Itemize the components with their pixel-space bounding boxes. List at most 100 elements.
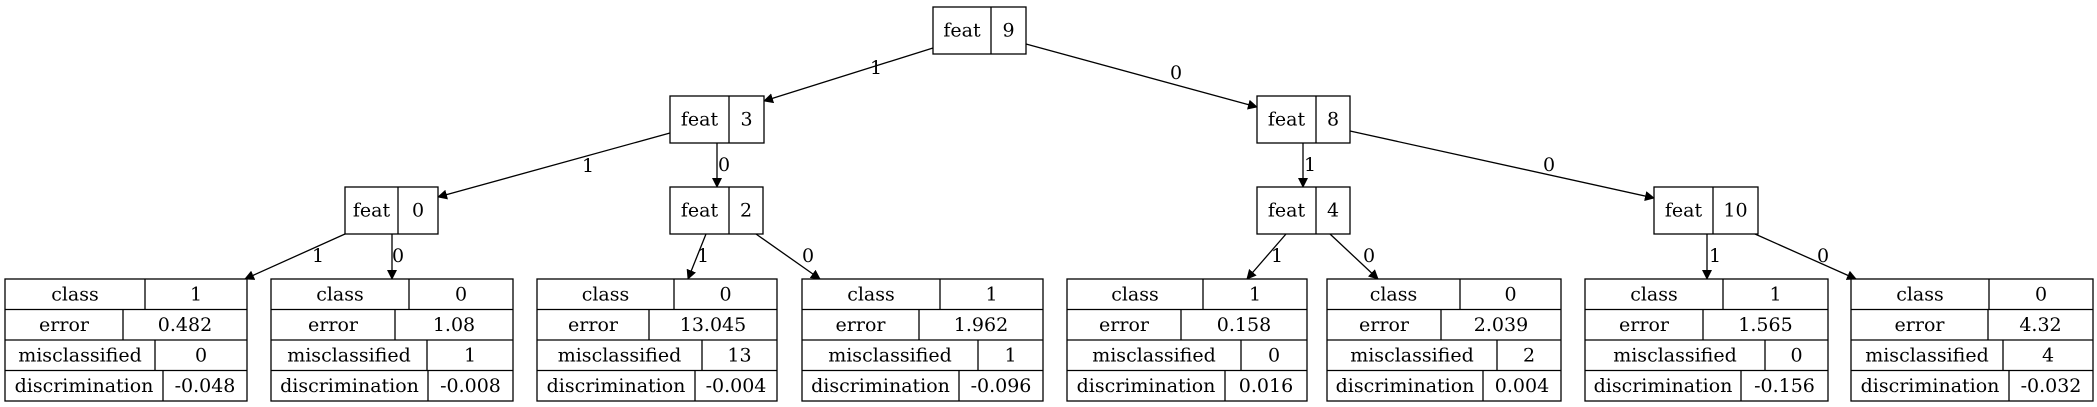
leaf-row-label: class [316,283,364,305]
leaf-class-value: 0 [719,283,731,305]
leaf-misclassified-value: 2 [1523,344,1535,366]
leaf-row-label: discrimination [1594,375,1733,397]
leaf-error-value: 1.08 [433,314,475,336]
leaf-discrimination-value: -0.048 [175,375,236,397]
node-label: feat [353,200,391,222]
node-box [932,6,1027,55]
edge-label: 0 [802,245,814,267]
edge-n9-n8: 0 [1025,43,1258,110]
edge-label: 0 [1363,245,1375,267]
leaf-node-L3: class 0 error 13.045 misclassified 13 discrimi… [536,278,778,402]
leaf-row-label: misclassified [558,344,682,366]
leaf-row-label: misclassified [287,344,411,366]
edge-n0-L2: 0 [387,234,404,280]
edge-line [1246,233,1287,280]
edge-line [1349,130,1655,201]
leaf-discrimination-value: -0.004 [706,375,767,397]
node-box [344,186,439,235]
leaf-row-label: discrimination [1861,375,2000,397]
edge-line [686,233,707,280]
node-label: feat [1268,109,1306,131]
edge-n4-L6: 0 [1329,233,1379,280]
tree-node-n3: feat 3 [669,95,765,144]
leaf-misclassified-value: 1 [1004,344,1016,366]
edge-label: 1 [312,245,324,267]
node-value: 0 [412,200,424,222]
edge-n0-L1: 1 [244,233,346,280]
edge-line [437,132,671,200]
edge-n3-n0: 1 [437,132,671,200]
node-box [1653,186,1759,235]
leaf-row-label: class [1896,283,1944,305]
edge-line [1025,43,1258,110]
leaf-error-value: 0.482 [158,314,212,336]
leaf-node-L8: class 0 error 4.32 misclassified 4 discriminat… [1850,278,2094,402]
node-value: 4 [1327,200,1339,222]
edge-line [1329,233,1379,280]
edge-n8-n4: 1 [1298,143,1316,188]
edge-line [1754,233,1857,280]
edge-n2-L3: 1 [686,233,709,280]
leaf-row-label: misclassified [828,344,952,366]
edge-label: 1 [1271,245,1283,267]
leaf-row-label: misclassified [1350,344,1474,366]
leaf-row-label: error [836,314,887,336]
edge-label: 1 [1304,154,1316,176]
node-label: feat [1268,200,1306,222]
node-value: 8 [1327,109,1339,131]
node-box [669,186,764,235]
leaf-class-value: 1 [190,283,202,305]
node-label: feat [943,20,981,42]
edges-layer: 1 01 0 1 01 0 1 0 1 0 1 0 [244,43,1857,280]
leaf-class-value: 1 [985,283,997,305]
leaf-misclassified-value: 4 [2042,344,2054,366]
edge-label: 1 [697,245,709,267]
node-label: feat [681,109,719,131]
edge-n3-n2: 0 [712,143,730,188]
edge-n4-L5: 1 [1246,233,1287,280]
leaf-error-value: 1.962 [954,314,1008,336]
leaf-row-label: discrimination [1077,375,1216,397]
leaf-class-value: 0 [1504,283,1516,305]
edge-label: 0 [718,154,730,176]
node-value: 9 [1002,20,1014,42]
leaf-row-label: misclassified [1092,344,1216,366]
leaf-node-L2: class 0 error 1.08 misclassified 1 discriminat… [270,278,514,402]
tree-node-n4: feat 4 [1256,186,1351,235]
edge-line [755,233,821,280]
edge-line [244,233,346,280]
leaf-discrimination-value: -0.156 [1754,375,1815,397]
tree-node-n9: feat 9 [932,6,1027,55]
edge-label: 1 [870,57,882,79]
edge-label: 0 [392,245,404,267]
edge-n8-n10: 0 [1349,130,1655,201]
tree-node-n10: feat 10 [1653,186,1759,235]
leaf-error-value: 0.158 [1217,314,1271,336]
leaf-misclassified-value: 0 [195,344,207,366]
leaf-discrimination-value: -0.008 [440,375,501,397]
leaf-discrimination-value: 0.016 [1239,375,1293,397]
node-box [669,95,765,144]
leaf-class-value: 1 [1769,283,1781,305]
leaf-misclassified-value: 0 [1268,344,1280,366]
leaf-row-label: error [1099,314,1150,336]
edge-label: 1 [1709,245,1721,267]
edge-n9-n3: 1 [763,47,934,104]
leaf-row-label: error [1619,314,1670,336]
edge-label: 0 [1170,62,1182,84]
node-box [1256,186,1351,235]
node-label: feat [681,200,719,222]
leaf-error-value: 2.039 [1474,314,1528,336]
tree-node-n8: feat 8 [1256,95,1351,144]
leaf-row-label: error [568,314,619,336]
leaf-row-label: misclassified [1613,344,1737,366]
edge-n10-L8: 0 [1754,233,1857,280]
leaf-row-label: class [1630,283,1678,305]
leaf-error-value: 1.565 [1738,314,1792,336]
